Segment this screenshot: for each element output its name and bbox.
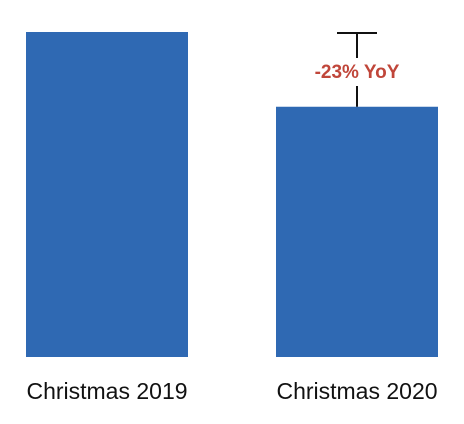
category-label-2: Christmas 2020 xyxy=(276,378,437,404)
bar-1 xyxy=(26,32,188,357)
bar-2 xyxy=(276,106,438,357)
annotation-label: -23% YoY xyxy=(315,62,400,83)
category-label-1: Christmas 2019 xyxy=(26,378,187,404)
